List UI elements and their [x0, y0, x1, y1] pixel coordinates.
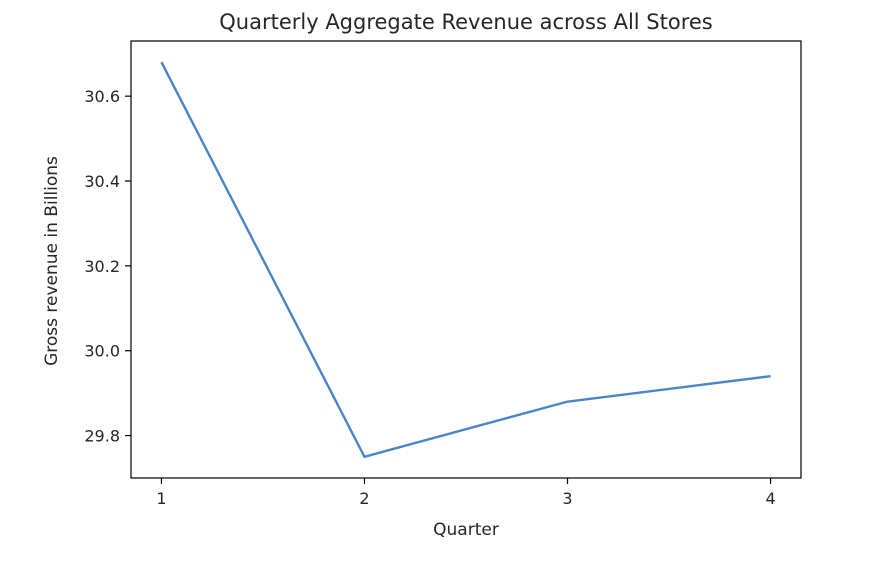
x-tick-label-4: 4: [765, 489, 775, 508]
y-tick-label-30.4: 30.4: [84, 172, 120, 191]
chart-title: Quarterly Aggregate Revenue across All S…: [219, 10, 713, 34]
x-tick-label-3: 3: [562, 489, 572, 508]
y-tick-label-30.6: 30.6: [84, 87, 120, 106]
y-tick-label-29.8: 29.8: [84, 427, 120, 446]
axes-frame: [130, 40, 802, 479]
y-tick-label-30.0: 30.0: [84, 342, 120, 361]
y-axis-label: Gross revenue in Billions: [42, 156, 62, 366]
plot-area: 1 2 3 4 29.8 30.0 30.2 30.4 30.6: [84, 40, 802, 508]
y-tick-label-30.2: 30.2: [84, 257, 120, 276]
x-tick-label-1: 1: [156, 489, 166, 508]
x-axis-label: Quarter: [433, 520, 499, 540]
series-line: [160, 61, 771, 458]
x-tick-label-2: 2: [359, 489, 369, 508]
